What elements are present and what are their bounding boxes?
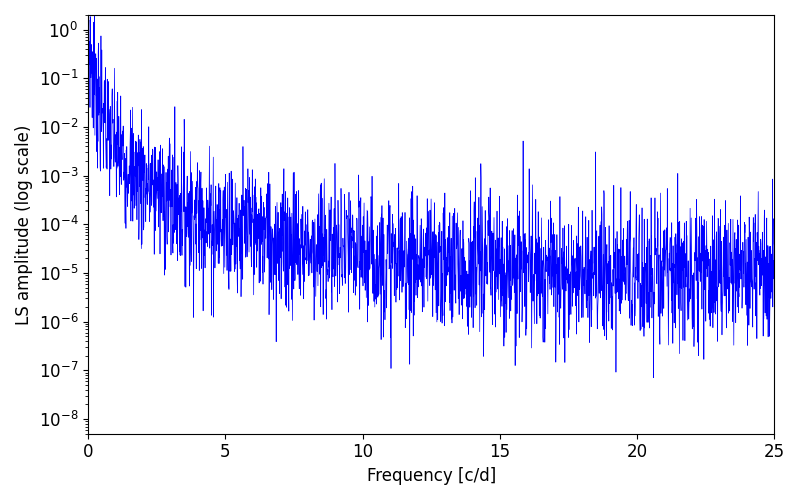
X-axis label: Frequency [c/d]: Frequency [c/d] <box>366 467 496 485</box>
Y-axis label: LS amplitude (log scale): LS amplitude (log scale) <box>15 124 33 324</box>
